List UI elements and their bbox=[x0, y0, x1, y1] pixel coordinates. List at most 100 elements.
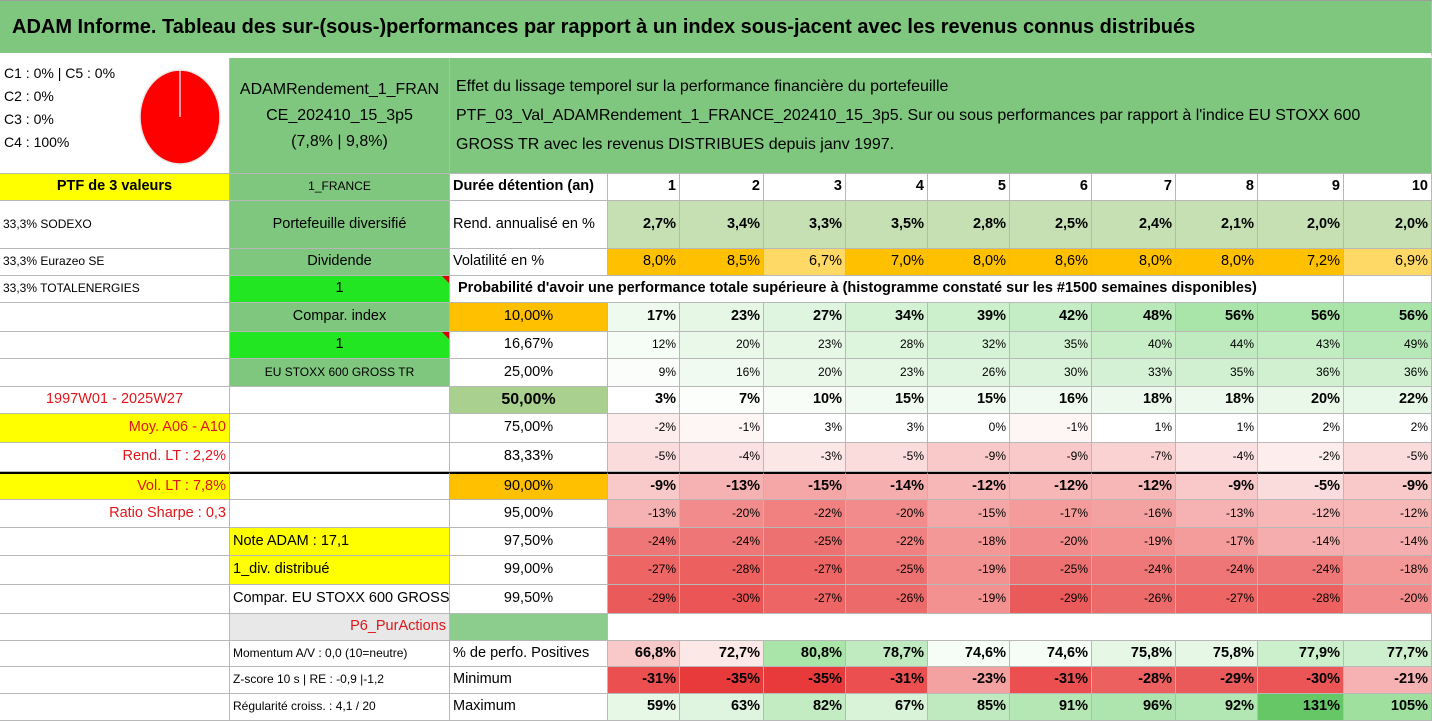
probability-value: 27% bbox=[764, 303, 846, 332]
minimum-value: -21% bbox=[1344, 667, 1432, 694]
positive-pct-value: 66,8% bbox=[608, 641, 680, 667]
probability-value: 34% bbox=[846, 303, 928, 332]
probability-value: -4% bbox=[680, 443, 764, 472]
minimum-value: -35% bbox=[680, 667, 764, 694]
threshold-label: 10,00% bbox=[450, 303, 608, 332]
volatility-value: 8,6% bbox=[1010, 249, 1092, 276]
positive-pct-value: 75,8% bbox=[1092, 641, 1176, 667]
probability-value: 23% bbox=[846, 359, 928, 387]
empty-cell bbox=[230, 443, 450, 472]
probability-value: 44% bbox=[1176, 332, 1258, 359]
probability-value: 0% bbox=[928, 414, 1010, 443]
probability-value: -14% bbox=[846, 472, 928, 500]
probability-value: -26% bbox=[846, 585, 928, 614]
probability-value: -1% bbox=[1010, 414, 1092, 443]
annual-return-value: 3,5% bbox=[846, 201, 928, 249]
probability-value: -9% bbox=[1344, 472, 1432, 500]
probability-value: -19% bbox=[928, 556, 1010, 585]
probability-value: 23% bbox=[764, 332, 846, 359]
volatility-value: 8,5% bbox=[680, 249, 764, 276]
sharpe-ratio: Ratio Sharpe : 0,3 bbox=[0, 500, 230, 528]
empty-cell bbox=[1344, 276, 1432, 303]
probability-header: Probabilité d'avoir une performance tota… bbox=[450, 276, 1344, 303]
empty-cell bbox=[0, 528, 230, 556]
probability-value: -13% bbox=[608, 500, 680, 528]
volatility-value: 8,0% bbox=[1092, 249, 1176, 276]
empty-cell bbox=[230, 414, 450, 443]
holding-2: 33,3% Eurazeo SE bbox=[0, 249, 230, 276]
probability-value: -12% bbox=[1010, 472, 1092, 500]
year-header: 9 bbox=[1258, 174, 1344, 201]
pos-label: % de perfo. Positives bbox=[450, 641, 608, 667]
threshold-label: 83,33% bbox=[450, 443, 608, 472]
probability-value: -16% bbox=[1092, 500, 1176, 528]
positive-pct-value: 77,7% bbox=[1344, 641, 1432, 667]
probability-value: -9% bbox=[608, 472, 680, 500]
empty-cell bbox=[0, 641, 230, 667]
long-term-return: Rend. LT : 2,2% bbox=[0, 443, 230, 472]
probability-value: -24% bbox=[1176, 556, 1258, 585]
probability-value: -25% bbox=[764, 528, 846, 556]
probability-value: -17% bbox=[1010, 500, 1092, 528]
volatility-value: 8,0% bbox=[1176, 249, 1258, 276]
probability-value: 20% bbox=[680, 332, 764, 359]
rend-label: Rend. annualisé en % bbox=[450, 201, 608, 249]
index-name: EU STOXX 600 GROSS TR bbox=[230, 359, 450, 387]
year-header: 7 bbox=[1092, 174, 1176, 201]
probability-value: 2% bbox=[1344, 414, 1432, 443]
probability-value: 3% bbox=[764, 414, 846, 443]
threshold-label: 90,00% bbox=[450, 472, 608, 500]
probability-value: 56% bbox=[1344, 303, 1432, 332]
probability-value: 7% bbox=[680, 387, 764, 414]
adam-score: Note ADAM : 17,1 bbox=[230, 528, 450, 556]
description-cell: Effet du lissage temporel sur la perform… bbox=[450, 58, 1432, 174]
threshold-label: 16,67% bbox=[450, 332, 608, 359]
probability-value: -2% bbox=[1258, 443, 1344, 472]
year-header: 10 bbox=[1344, 174, 1432, 201]
pie-legend-4: C4 : 100% bbox=[4, 134, 70, 150]
probability-value: -29% bbox=[608, 585, 680, 614]
year-header: 3 bbox=[764, 174, 846, 201]
minimum-value: -29% bbox=[1176, 667, 1258, 694]
year-header: 2 bbox=[680, 174, 764, 201]
annual-return-value: 2,5% bbox=[1010, 201, 1092, 249]
probability-value: -13% bbox=[1176, 500, 1258, 528]
comparison-index: Compar. EU STOXX 600 GROSS TR bbox=[230, 585, 450, 614]
probability-value: -18% bbox=[1344, 556, 1432, 585]
probability-value: 42% bbox=[1010, 303, 1092, 332]
probability-value: -14% bbox=[1258, 528, 1344, 556]
probability-value: 15% bbox=[846, 387, 928, 414]
positive-pct-value: 74,6% bbox=[928, 641, 1010, 667]
minimum-value: -35% bbox=[764, 667, 846, 694]
dividend-count-input[interactable]: 1 bbox=[230, 276, 450, 303]
probability-value: -3% bbox=[764, 443, 846, 472]
probability-value: 3% bbox=[608, 387, 680, 414]
probability-value: -22% bbox=[764, 500, 846, 528]
probability-value: -20% bbox=[846, 500, 928, 528]
probability-value: -9% bbox=[928, 443, 1010, 472]
empty-cell bbox=[0, 332, 230, 359]
probability-value: -9% bbox=[1010, 443, 1092, 472]
probability-value: -7% bbox=[1092, 443, 1176, 472]
vol-label: Volatilité en % bbox=[450, 249, 608, 276]
probability-value: -5% bbox=[846, 443, 928, 472]
probability-value: -24% bbox=[680, 528, 764, 556]
probability-value: -17% bbox=[1176, 528, 1258, 556]
probability-value: 40% bbox=[1092, 332, 1176, 359]
probability-value: -25% bbox=[1010, 556, 1092, 585]
probability-value: 1% bbox=[1092, 414, 1176, 443]
probability-value: 48% bbox=[1092, 303, 1176, 332]
volatility-value: 8,0% bbox=[928, 249, 1010, 276]
probability-value: 43% bbox=[1258, 332, 1344, 359]
allocation-pie-cell: C1 : 0% | C5 : 0% C2 : 0% C3 : 0% C4 : 1… bbox=[0, 58, 230, 174]
index-count-input[interactable]: 1 bbox=[230, 332, 450, 359]
long-term-volatility: Vol. LT : 7,8% bbox=[0, 472, 230, 500]
probability-value: -2% bbox=[608, 414, 680, 443]
volatility-value: 7,0% bbox=[846, 249, 928, 276]
probability-value: -20% bbox=[680, 500, 764, 528]
threshold-label: 75,00% bbox=[450, 414, 608, 443]
probability-value: 15% bbox=[928, 387, 1010, 414]
empty-cell bbox=[230, 387, 450, 414]
annual-return-value: 3,4% bbox=[680, 201, 764, 249]
probability-value: -12% bbox=[928, 472, 1010, 500]
